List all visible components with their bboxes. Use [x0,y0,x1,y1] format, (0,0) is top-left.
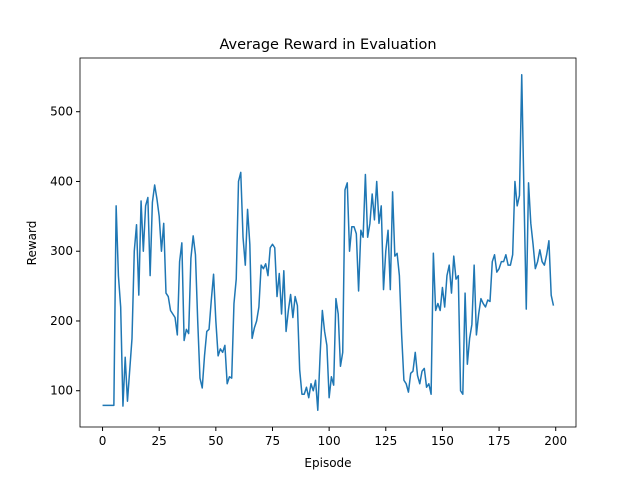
x-tick-label: 100 [318,434,341,448]
plot-frame [79,57,577,428]
y-axis-label: Reward [25,221,39,266]
x-tick-label: 50 [208,434,223,448]
x-tick-label: 0 [99,434,107,448]
x-tick-label: 150 [431,434,454,448]
x-tick-label: 75 [265,434,280,448]
y-tick-label: 300 [50,244,73,258]
y-tick-label: 100 [50,384,73,398]
line-series [102,73,555,412]
x-tick-label: 25 [152,434,167,448]
x-axis-label: Episode [304,456,351,470]
x-tick-label: 175 [488,434,511,448]
x-tick-label: 200 [544,434,567,448]
y-tick-label: 400 [50,174,73,188]
chart-title: Average Reward in Evaluation [219,37,436,53]
x-tick-label: 125 [374,434,397,448]
y-tick-label: 500 [50,105,73,119]
y-tick-label: 200 [50,314,73,328]
